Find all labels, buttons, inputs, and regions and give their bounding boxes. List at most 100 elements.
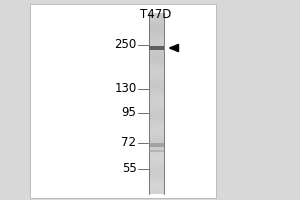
Bar [148, 94, 164, 96]
Bar [148, 129, 164, 131]
Bar [148, 26, 164, 27]
Bar [148, 22, 164, 24]
Bar [148, 33, 164, 35]
Bar [148, 149, 164, 151]
Bar [148, 109, 164, 111]
Text: 130: 130 [114, 82, 136, 95]
Bar [148, 123, 164, 125]
Bar [148, 85, 164, 87]
Bar [148, 47, 164, 49]
Bar [148, 161, 164, 163]
Bar [148, 154, 164, 156]
Bar [148, 69, 164, 71]
Bar [148, 145, 164, 147]
Bar [148, 134, 164, 136]
Bar [148, 42, 164, 44]
Bar [148, 100, 164, 102]
Bar [148, 27, 164, 29]
Bar [148, 140, 164, 142]
Bar [148, 58, 164, 60]
Bar [148, 103, 164, 105]
Bar [148, 183, 164, 185]
Bar [148, 38, 164, 40]
Bar [148, 176, 164, 178]
Bar [148, 51, 164, 53]
Bar [148, 78, 164, 80]
Bar [148, 98, 164, 100]
Bar [148, 189, 164, 190]
Bar [148, 105, 164, 107]
Bar [148, 60, 164, 62]
Bar [148, 147, 164, 149]
Bar [148, 190, 164, 192]
Bar [148, 174, 164, 176]
Bar [148, 31, 164, 33]
Bar [148, 56, 164, 58]
Text: 250: 250 [114, 38, 136, 51]
Bar [148, 143, 164, 145]
Bar [148, 160, 164, 161]
Bar [148, 84, 164, 85]
Bar [148, 125, 164, 127]
Bar [148, 143, 164, 147]
Bar [148, 185, 164, 187]
Bar [148, 136, 164, 138]
Bar [148, 163, 164, 165]
Bar [148, 62, 164, 64]
Bar [148, 127, 164, 129]
Bar [148, 165, 164, 167]
Bar [148, 150, 164, 152]
Bar [148, 187, 164, 189]
Polygon shape [169, 44, 178, 52]
Text: 72: 72 [122, 137, 136, 150]
Bar [148, 46, 164, 47]
Bar [148, 44, 164, 46]
Bar [30, 4, 216, 198]
Bar [148, 13, 164, 15]
Bar [148, 89, 164, 91]
Bar [148, 91, 164, 93]
Bar [148, 111, 164, 113]
Bar [148, 18, 164, 20]
Bar [148, 116, 164, 118]
Text: 95: 95 [122, 106, 136, 119]
Bar [148, 17, 164, 18]
Bar [148, 67, 164, 69]
Bar [148, 169, 164, 170]
Bar [148, 76, 164, 78]
Bar [148, 167, 164, 169]
Bar [148, 107, 164, 109]
Bar [148, 118, 164, 120]
Bar [148, 29, 164, 31]
Bar [148, 114, 164, 116]
Bar [148, 120, 164, 122]
Bar [148, 181, 164, 183]
Bar [148, 151, 164, 152]
Bar [148, 40, 164, 42]
Text: T47D: T47D [140, 8, 172, 21]
Bar [148, 113, 164, 114]
Bar [148, 53, 164, 55]
Bar [148, 73, 164, 75]
Bar [148, 82, 164, 84]
Bar [148, 80, 164, 82]
Bar [148, 75, 164, 76]
Bar [148, 96, 164, 98]
Bar [148, 180, 164, 181]
Bar [148, 93, 164, 94]
Bar [148, 64, 164, 65]
Bar [148, 158, 164, 160]
Bar [148, 131, 164, 132]
Bar [148, 37, 164, 38]
Bar [148, 192, 164, 194]
Text: 55: 55 [122, 162, 136, 176]
Bar [148, 156, 164, 158]
Bar [148, 138, 164, 140]
Bar [148, 152, 164, 154]
Bar [148, 178, 164, 180]
Bar [148, 71, 164, 73]
Bar [148, 170, 164, 172]
Bar [148, 49, 164, 51]
Bar [148, 15, 164, 17]
Bar [148, 20, 164, 22]
